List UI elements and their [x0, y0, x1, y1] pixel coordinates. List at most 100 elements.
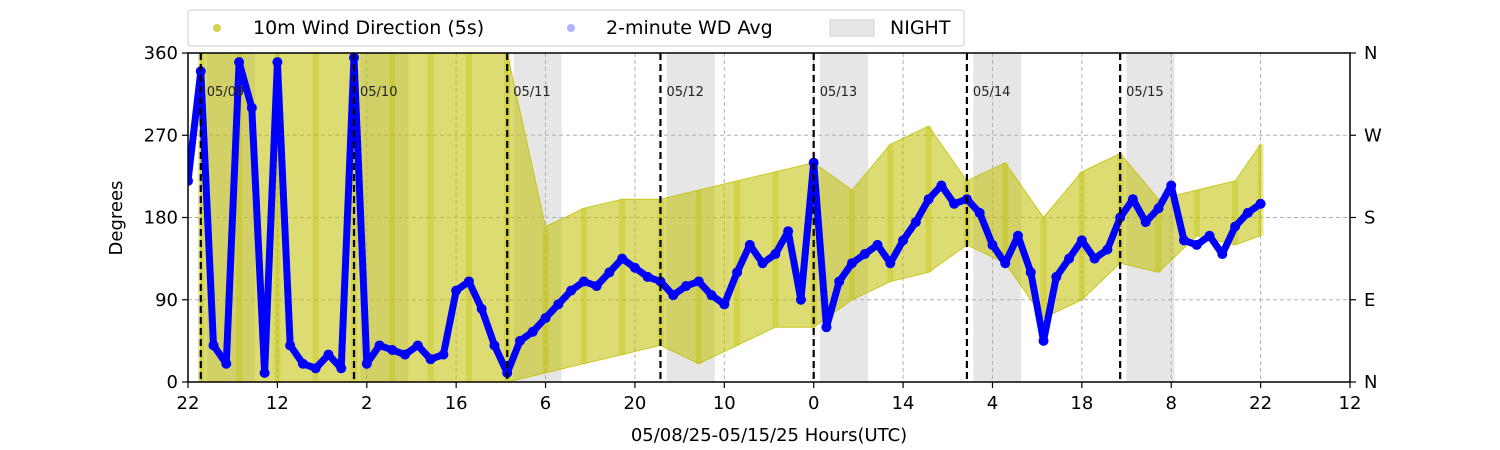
wd-avg-point [642, 271, 653, 282]
x-tick-label-3: 16 [445, 393, 468, 414]
wd-avg-point [361, 358, 372, 369]
wd-avg-point [1089, 253, 1100, 264]
wd-avg-point [188, 175, 193, 186]
wd-avg-point [847, 258, 857, 269]
wd-avg-point [1102, 244, 1113, 255]
wd-avg-point [821, 322, 832, 333]
wd-avg-point [898, 235, 909, 246]
wd-avg-point [515, 335, 525, 346]
wd-avg-point [387, 345, 398, 356]
wd-avg-point [808, 157, 819, 168]
right-tick-label-3: W [1364, 125, 1382, 146]
x-tick-label-6: 10 [713, 393, 736, 414]
wd-avg-point [949, 198, 960, 209]
wd-avg-point [1217, 249, 1228, 260]
right-tick-label-2: S [1364, 208, 1375, 229]
wd-avg-point [859, 249, 870, 260]
y-tick-label-3: 270 [144, 125, 178, 146]
wd-avg-point [195, 66, 206, 77]
x-axis-title: 05/08/25-05/15/25 Hours(UTC) [631, 425, 907, 446]
right-tick-label-0: N [1364, 372, 1377, 393]
wd-avg-point [795, 294, 806, 305]
wd-avg-point [1038, 335, 1049, 346]
legend-label-wd-avg: 2-minute WD Avg [606, 17, 773, 39]
wd-avg-point [285, 340, 296, 351]
x-tick-label-8: 14 [892, 393, 915, 414]
wd-avg-point [770, 249, 781, 260]
wd-avg-point [489, 340, 500, 351]
wd-avg-point [272, 57, 283, 68]
wd-avg-point [936, 180, 947, 191]
wd-avg-point [693, 276, 704, 287]
x-tick-label-5: 20 [623, 393, 646, 414]
day-label-5: 05/14 [973, 85, 1010, 100]
x-tick-label-12: 22 [1249, 393, 1272, 414]
wd-avg-point [310, 363, 321, 374]
wd-avg-point [732, 267, 743, 278]
wind-direction-2min-avg-series [188, 53, 1266, 378]
x-tick-label-2: 2 [361, 393, 372, 414]
wd-avg-point [1115, 212, 1126, 223]
wd-avg-point [566, 285, 577, 296]
wd-avg-point [1000, 258, 1011, 269]
wd-avg-point [1127, 194, 1138, 205]
wd-avg-point [297, 358, 308, 369]
wd-avg-point [246, 102, 257, 113]
day-label-4: 05/13 [820, 85, 857, 100]
day-label-2: 05/11 [513, 85, 550, 100]
y-tick-label-4: 360 [144, 43, 178, 64]
wd-avg-point [1242, 207, 1253, 218]
wd-avg-point [910, 217, 921, 228]
right-tick-label-4: N [1364, 43, 1377, 64]
wd-avg-point [617, 253, 628, 264]
wd-avg-point [719, 299, 730, 310]
y-tick-label-0: 0 [167, 372, 178, 393]
day-boundary-layer: 05/09 05/10 05/11 05/12 05/13 05/14 05/15 [199, 53, 1164, 382]
wd-avg-point [451, 285, 462, 296]
legend-marker-wd-avg [567, 24, 575, 32]
wd-avg-point [681, 281, 691, 292]
day-label-3: 05/12 [666, 85, 703, 100]
x-tick-label-10: 18 [1070, 393, 1093, 414]
right-tick-label-1: E [1364, 290, 1375, 311]
wd-avg-point [1255, 198, 1266, 209]
wd-avg-point [885, 258, 896, 269]
x-tick-label-13: 12 [1339, 393, 1362, 414]
wd-avg-point [706, 290, 717, 301]
wd-avg-point [1013, 230, 1023, 241]
wd-avg-point [744, 239, 755, 250]
wd-avg-point [655, 276, 666, 287]
y-tick-label-1: 90 [155, 290, 178, 311]
wd-avg-point [1204, 230, 1215, 241]
wd-avg-point [553, 299, 564, 310]
x-tick-label-4: 6 [540, 393, 551, 414]
wd-avg-point [540, 313, 551, 324]
wd-avg-point [527, 326, 538, 337]
wd-avg-point [604, 267, 615, 278]
legend-marker-wind-5s [213, 24, 221, 32]
wd-avg-point [578, 276, 589, 287]
wd-avg-point [1153, 203, 1164, 214]
day-label-1: 05/10 [360, 85, 397, 100]
wd-avg-point [476, 303, 487, 314]
legend-label-wind-5s: 10m Wind Direction (5s) [253, 17, 484, 39]
wd-avg-point [1076, 235, 1087, 246]
wd-avg-point [1179, 235, 1189, 246]
wind-5s-envelope [200, 53, 1262, 382]
wd-avg-point [591, 281, 602, 292]
wd-avg-point [1191, 239, 1202, 250]
axes-layer: 22 12 2 16 6 20 10 0 14 4 18 8 22 12 0 90 180 270 360 N E S W N [144, 43, 1382, 414]
wd-avg-point [987, 239, 998, 250]
x-tick-label-7: 0 [808, 393, 819, 414]
wd-avg-point [1051, 271, 1062, 282]
wd-avg-point [1064, 253, 1075, 264]
wd-avg-point [374, 340, 385, 351]
wd-avg-point [425, 354, 436, 365]
y-axis-title: Degrees [106, 181, 127, 256]
wd-avg-point [872, 239, 883, 250]
wd-avg-point [221, 358, 232, 369]
wd-avg-point [463, 276, 474, 287]
wd-avg-point [668, 290, 679, 301]
wd-avg-point [629, 262, 640, 273]
